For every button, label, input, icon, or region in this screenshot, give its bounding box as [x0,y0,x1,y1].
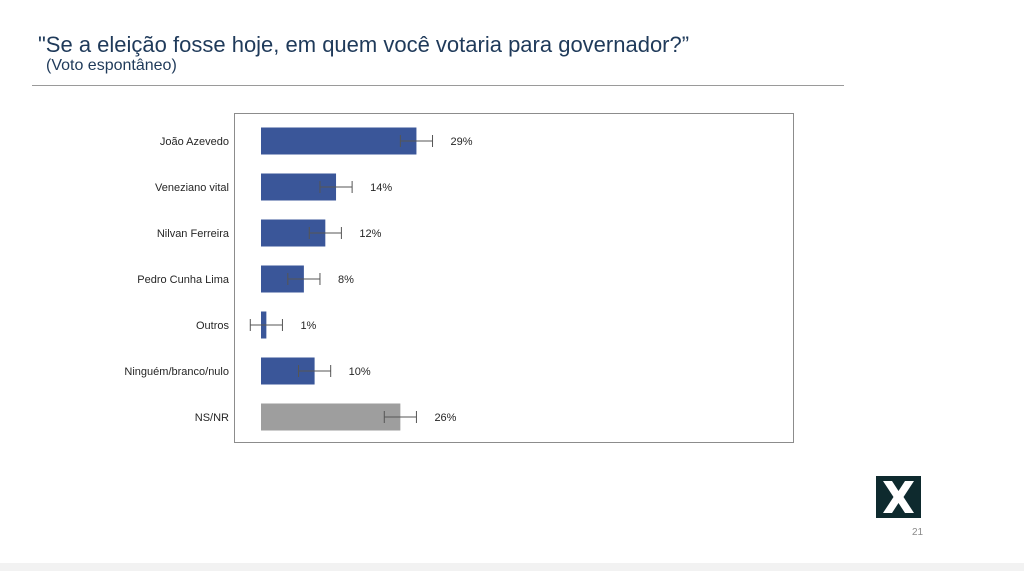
x-logo-icon [876,476,921,518]
bar [261,403,401,431]
data-label: 29% [451,136,473,148]
chart-svg: João Azevedo 29% Veneziano vital 14% Nilvan … [124,127,473,431]
category-label: Nilvan Ferreira [157,228,230,240]
page-number: 21 [912,527,924,538]
category-label: Ninguém/branco/nulo [124,366,229,378]
category-label: Outros [196,320,230,332]
slide-title: "Se a eleição fosse hoje, em quem você v… [38,32,690,57]
data-label: 8% [338,274,354,286]
data-label: 14% [370,182,392,194]
bar [261,127,417,155]
category-label: João Azevedo [160,136,229,148]
bar-chart: João Azevedo 29% Veneziano vital 14% Nilvan … [124,113,794,443]
bottom-band [0,563,1024,571]
data-label: 26% [434,412,456,424]
slide-subtitle: (Voto espontâneo) [46,57,177,74]
data-label: 12% [359,228,381,240]
data-label: 10% [349,366,371,378]
category-label: Veneziano vital [155,182,229,194]
title-divider [32,85,844,86]
category-label: NS/NR [195,412,229,424]
data-label: 1% [300,320,316,332]
category-label: Pedro Cunha Lima [137,274,230,286]
